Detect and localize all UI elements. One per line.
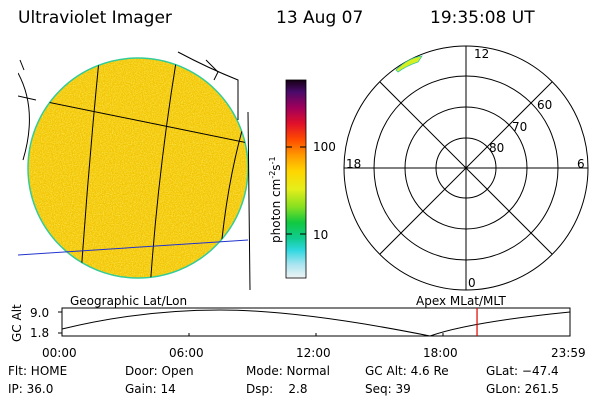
status-glat: GLat: −47.4	[486, 364, 559, 378]
uv-image-disk	[18, 51, 251, 291]
mlt-6-label: 6	[577, 157, 585, 171]
colorbar-unit-label: photon cm-2s-1	[268, 156, 283, 243]
aurora-arc	[395, 55, 423, 73]
status-glon: GLon: 261.5	[486, 382, 559, 396]
mlt-12-label: 12	[474, 47, 490, 61]
colorbar	[285, 79, 307, 279]
status-mode: Mode: Normal	[246, 364, 330, 378]
orbit-time-tick: 00:00	[42, 346, 77, 360]
date-label: 13 Aug 07	[276, 8, 364, 28]
polar-caption: Apex MLat/MLT	[416, 294, 506, 308]
time-label: 19:35:08 UT	[430, 8, 535, 28]
mlat-60-label: 60	[537, 98, 553, 112]
altitude-curve	[61, 309, 571, 337]
status-flt: Flt: HOME	[8, 364, 68, 378]
status-door: Door: Open	[125, 364, 194, 378]
status-gcalt: GC Alt: 4.6 Re	[365, 364, 449, 378]
mlt-18-label: 18	[346, 157, 362, 171]
orbit-ylabel: GC Alt	[10, 304, 24, 342]
mlt-0-label: 0	[468, 276, 476, 290]
status-dsp: Dsp: 2.8	[246, 382, 308, 396]
mlat-80-label: 80	[489, 141, 505, 155]
disk-limb	[27, 57, 249, 279]
colorbar-tick-100: 100	[313, 140, 336, 154]
mlat-70-label: 70	[512, 120, 528, 134]
colorbar-tick-10: 10	[313, 228, 329, 242]
orbit-ymax: 9.0	[30, 306, 50, 320]
orbit-time-tick: 06:00	[169, 346, 204, 360]
imager-caption: Geographic Lat/Lon	[70, 294, 188, 308]
status-ip: IP: 36.0	[8, 382, 54, 396]
polar-mlat-mlt-plot	[343, 45, 589, 291]
instrument-title: Ultraviolet Imager	[18, 8, 172, 28]
orbit-time-tick: 18:00	[423, 346, 458, 360]
orbit-time-tick: 23:59	[551, 346, 586, 360]
orbit-altitude-plot	[58, 307, 571, 337]
status-gain: Gain: 14	[125, 382, 176, 396]
orbit-ymin: 1.8	[30, 326, 50, 340]
status-seq: Seq: 39	[365, 382, 411, 396]
orbit-time-tick: 12:00	[296, 346, 331, 360]
